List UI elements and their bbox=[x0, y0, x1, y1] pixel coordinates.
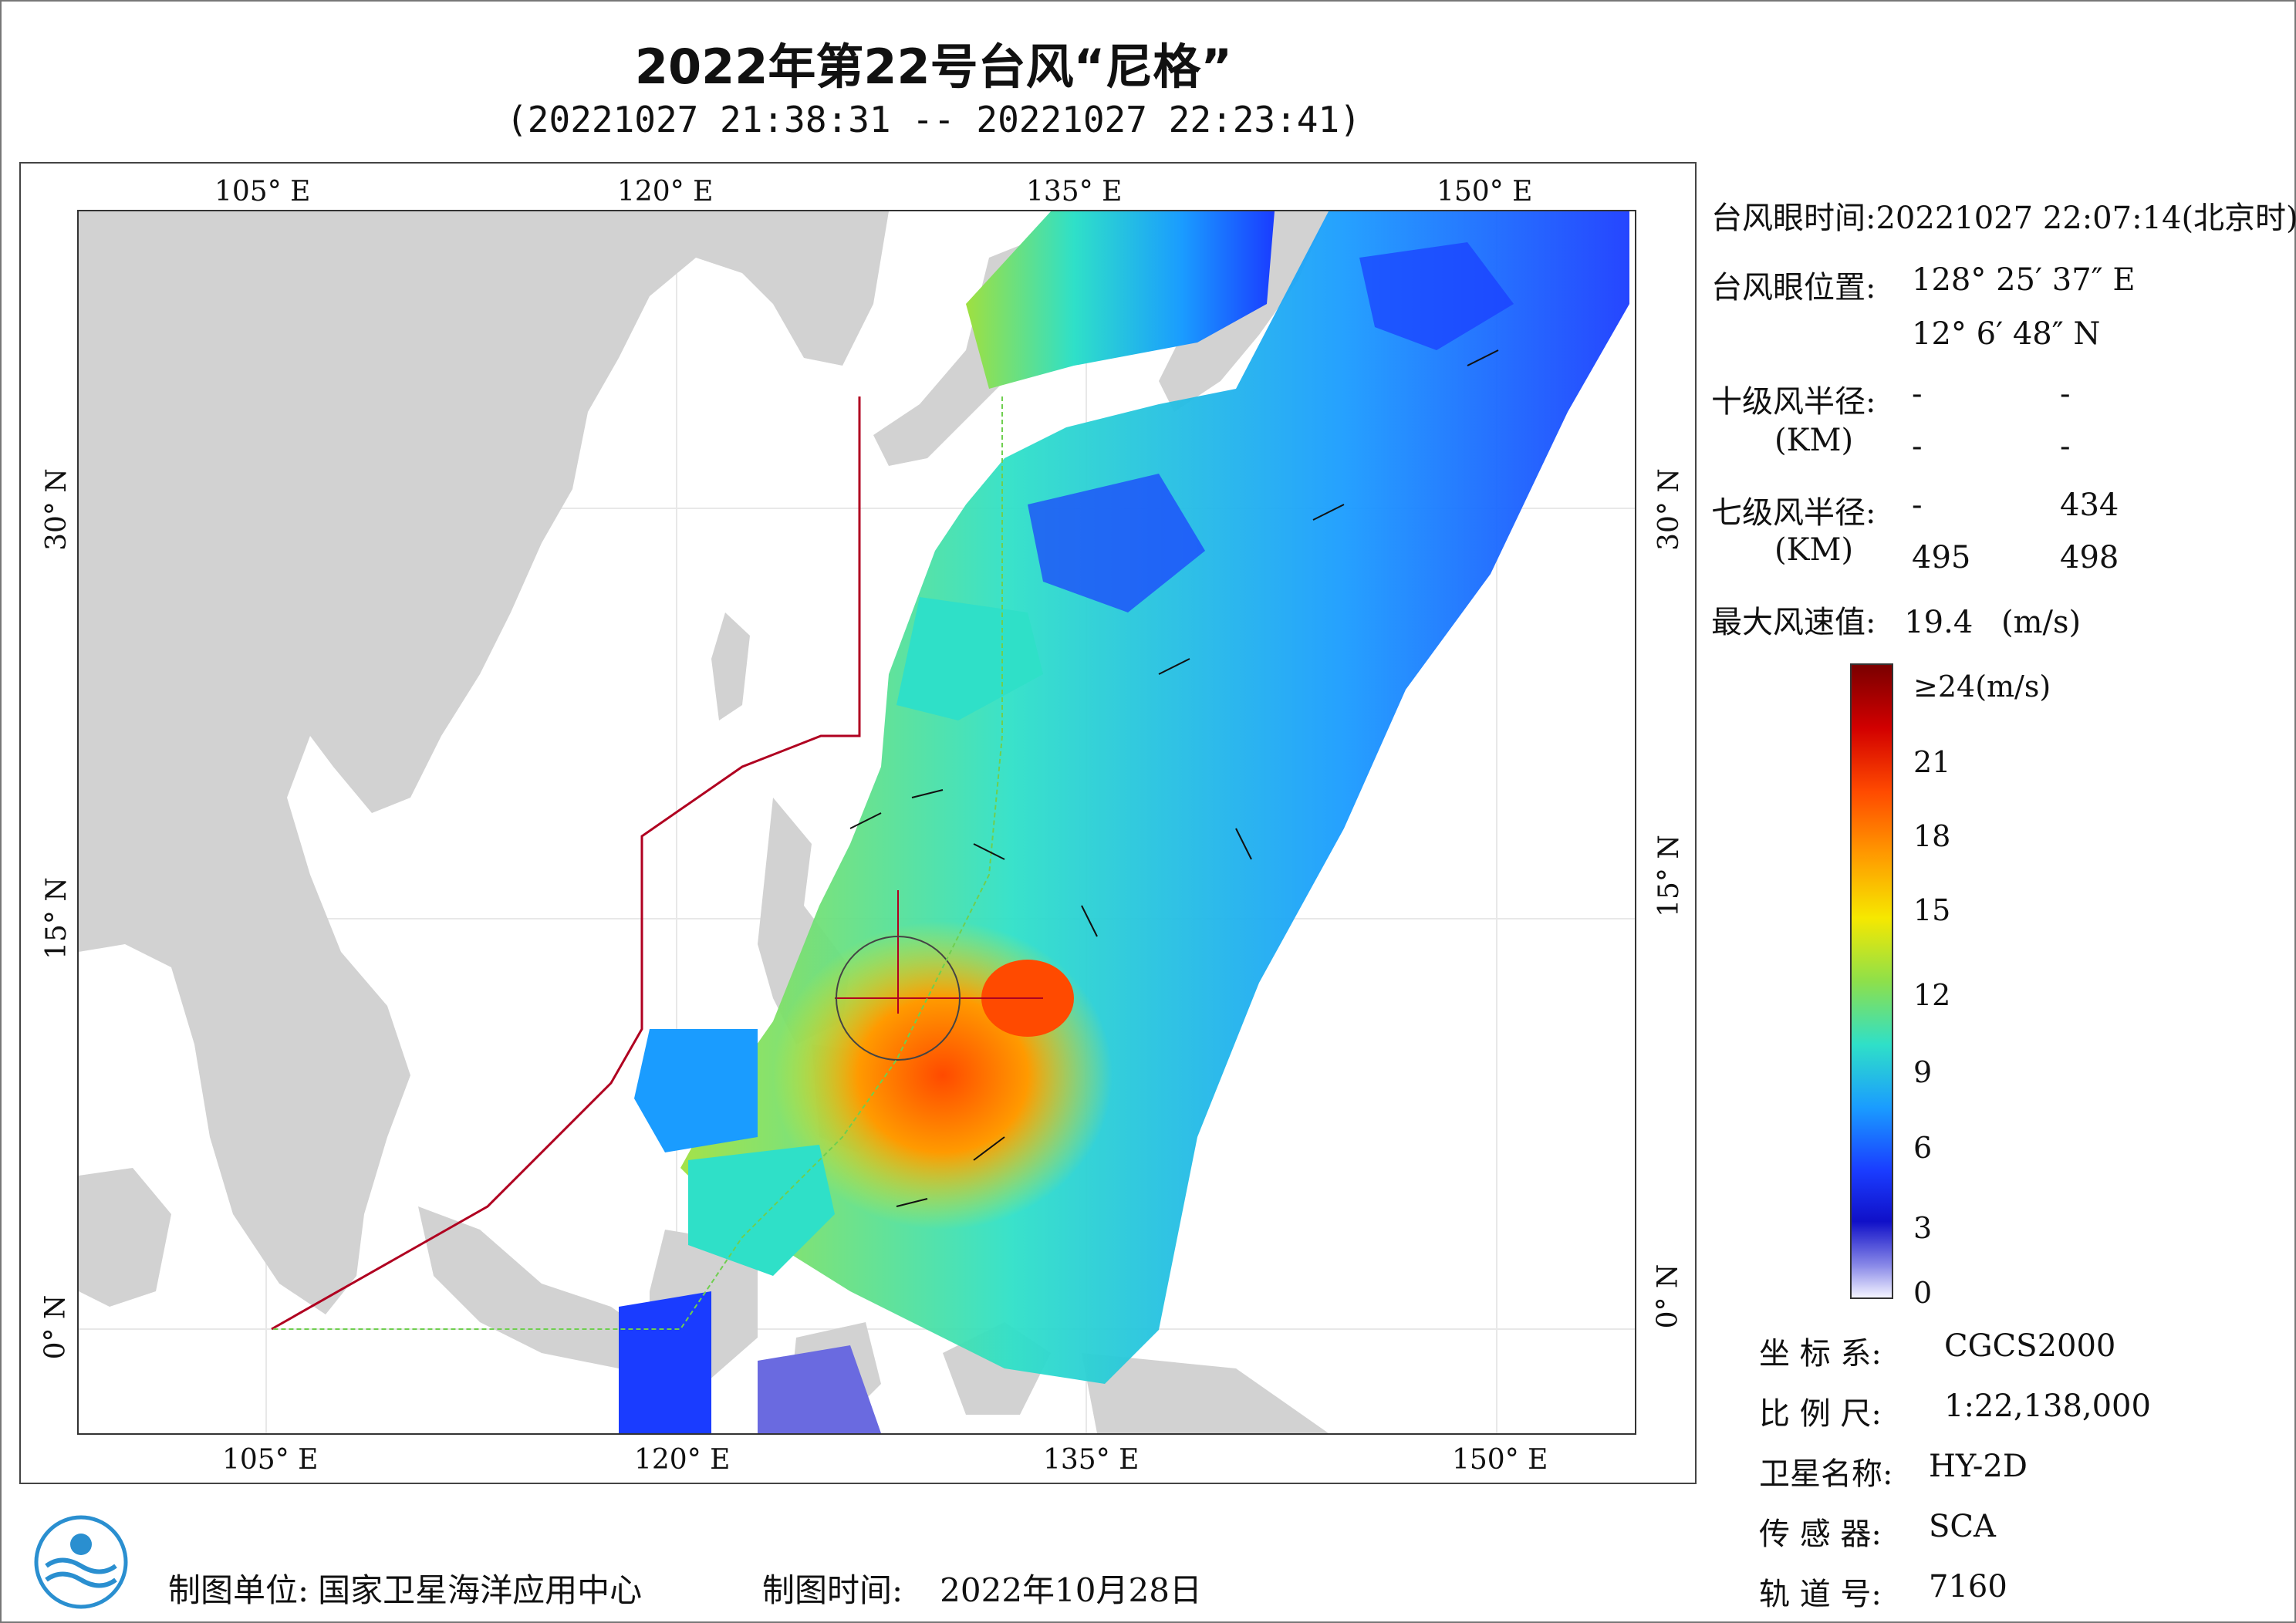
max-wind-unit: (m/s) bbox=[2001, 605, 2082, 640]
footer-time-label: 制图时间: bbox=[762, 1571, 903, 1609]
y-tick-right: 0° N bbox=[1652, 1264, 1684, 1329]
r10-label: 十级风半径: bbox=[1711, 384, 1876, 420]
sensor-value: SCA bbox=[1929, 1509, 1996, 1544]
colorbar-label: 21 bbox=[1913, 745, 1951, 779]
time-range: (20221027 21:38:31 -- 20221027 22:23:41) bbox=[506, 99, 1361, 140]
max-wind-value: 19.4 bbox=[1904, 605, 1974, 640]
colorbar-label: 15 bbox=[1913, 893, 1951, 927]
wind-map-svg bbox=[79, 211, 1635, 1433]
sat-value: HY-2D bbox=[1929, 1449, 2028, 1484]
footer-unit-label: 制图单位: bbox=[168, 1571, 309, 1609]
footer-unit-value: 国家卫星海洋应用中心 bbox=[318, 1571, 643, 1609]
r7-value: 495 bbox=[1912, 540, 1971, 575]
eye-time-value: 20221027 22:07:14(北京时) bbox=[1876, 201, 2296, 236]
colorbar-label: 0 bbox=[1913, 1276, 1933, 1310]
y-tick-right: 30° N bbox=[1653, 468, 1685, 551]
max-wind-row: 最大风速值: 19.4 (m/s) bbox=[1711, 597, 2081, 642]
r7-label: 七级风半径: bbox=[1711, 495, 1876, 531]
colorbar-label: 18 bbox=[1913, 819, 1951, 853]
warning-line-24h bbox=[271, 396, 861, 1331]
warning-line-48h bbox=[272, 396, 1003, 1330]
r10-value: - bbox=[1912, 376, 1923, 412]
nsoas-logo-icon bbox=[34, 1515, 128, 1609]
r7-value: 498 bbox=[2060, 540, 2119, 575]
y-tick-left: 15° N bbox=[40, 877, 73, 960]
colorbar-label: 12 bbox=[1913, 978, 1951, 1012]
colorbar-label: 9 bbox=[1913, 1055, 1933, 1089]
colorbar-label: 3 bbox=[1913, 1211, 1933, 1245]
scale-label: 比 例 尺: bbox=[1759, 1396, 1882, 1432]
r7-value: - bbox=[1912, 488, 1923, 523]
footer-unit: 制图单位: 国家卫星海洋应用中心 bbox=[168, 1564, 642, 1611]
colorbar-label: 6 bbox=[1913, 1131, 1933, 1165]
r7-unit: (KM) bbox=[1774, 532, 1854, 568]
max-wind-label: 最大风速值: bbox=[1711, 605, 1876, 640]
orbit-label: 轨 道 号: bbox=[1759, 1577, 1882, 1612]
eye-lon: 128° 25′ 37″ E bbox=[1912, 262, 2136, 298]
footer-time: 制图时间: 2022年10月28日 bbox=[762, 1564, 1202, 1611]
footer-time-value: 2022年10月28日 bbox=[940, 1571, 1202, 1609]
wind-barbs bbox=[849, 349, 1499, 1207]
y-tick-left: 30° N bbox=[40, 468, 73, 551]
x-tick-top: 120° E bbox=[617, 176, 714, 208]
r7-value: 434 bbox=[2060, 488, 2119, 523]
page-title: 2022年第22号台风“尼格” bbox=[634, 39, 1233, 95]
x-tick-top: 105° E bbox=[214, 176, 311, 208]
x-tick-bottom: 120° E bbox=[634, 1444, 731, 1476]
eye-time-label: 台风眼时间: bbox=[1711, 201, 1876, 236]
wind-swath bbox=[619, 211, 1629, 1433]
scale-value: 1:22,138,000 bbox=[1944, 1388, 2151, 1424]
coord-label: 坐 标 系: bbox=[1759, 1336, 1882, 1372]
sat-label: 卫星名称: bbox=[1759, 1456, 1893, 1492]
wind-speed-colorbar bbox=[1850, 663, 1893, 1299]
eye-pos-label: 台风眼位置: bbox=[1711, 270, 1876, 305]
r10-value: - bbox=[2060, 429, 2071, 464]
typhoon-eye-marker bbox=[835, 890, 1043, 1061]
x-tick-bottom: 150° E bbox=[1452, 1444, 1548, 1476]
r10-value: - bbox=[2060, 376, 2071, 412]
wind-map bbox=[77, 210, 1636, 1435]
eye-lat: 12° 6′ 48″ N bbox=[1912, 316, 2101, 352]
coord-value: CGCS2000 bbox=[1944, 1328, 2116, 1364]
y-tick-right: 15° N bbox=[1653, 835, 1685, 917]
sensor-label: 传 感 器: bbox=[1759, 1517, 1882, 1552]
x-tick-bottom: 135° E bbox=[1043, 1444, 1140, 1476]
r10-unit: (KM) bbox=[1774, 423, 1854, 458]
x-tick-top: 150° E bbox=[1437, 176, 1533, 208]
colorbar-label: ≥24(m/s) bbox=[1913, 670, 2051, 704]
y-tick-left: 0° N bbox=[39, 1294, 72, 1360]
x-tick-top: 135° E bbox=[1026, 176, 1123, 208]
eye-time-row: 台风眼时间:20221027 22:07:14(北京时) bbox=[1711, 193, 2296, 238]
orbit-value: 7160 bbox=[1929, 1569, 2007, 1604]
r10-value: - bbox=[1912, 429, 1923, 464]
x-tick-bottom: 105° E bbox=[222, 1444, 319, 1476]
